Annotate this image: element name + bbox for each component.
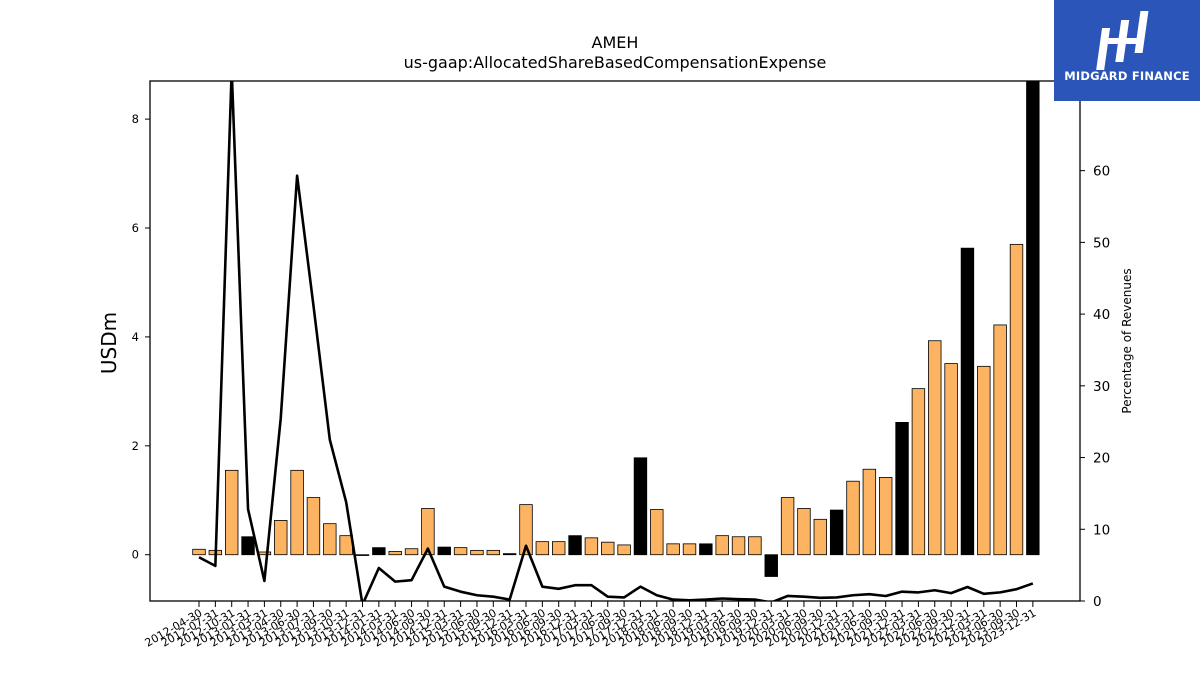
y2-tick-label: 50	[1093, 235, 1110, 251]
bar-2013-10-31	[339, 535, 353, 556]
bar-2014-12-31	[437, 546, 451, 556]
bar-2012-10-31	[224, 469, 239, 556]
bar-2023-09-30	[1009, 243, 1024, 556]
bar-2021-12-31	[895, 421, 909, 556]
bar-2015-12-31	[502, 553, 517, 556]
bar-2015-06-30	[470, 549, 484, 556]
bar-2016-12-31	[568, 535, 582, 556]
bar-2013-06-30	[290, 469, 304, 556]
bar-2021-06-30	[862, 468, 877, 556]
bar-2021-09-30	[879, 476, 893, 556]
bar-2016-06-30	[535, 541, 550, 556]
bar-2023-06-30	[993, 324, 1007, 556]
bar-2019-09-30	[748, 536, 762, 556]
bar-2014-06-30	[404, 548, 419, 556]
bar-2017-03-31	[584, 537, 599, 556]
bar-2016-09-30	[552, 541, 566, 556]
y-tick-label: 0	[132, 548, 139, 562]
y2-tick-label: 40	[1093, 307, 1110, 323]
logo-text: MIDGARD FINANCE	[1064, 69, 1190, 83]
bar-2013-01-31	[241, 536, 255, 556]
bar-2013-12-31	[355, 554, 370, 556]
bar-2022-09-30	[944, 363, 958, 556]
chart-subtitle: us-gaap:AllocatedShareBasedCompensationE…	[403, 53, 827, 72]
bar-2022-12-31	[960, 247, 975, 556]
bar-2018-09-30	[682, 543, 697, 556]
bar-2023-03-31	[977, 365, 991, 556]
bar-2018-06-30	[666, 543, 680, 556]
y-tick-label: 4	[132, 330, 139, 344]
y-tick-label: 6	[132, 221, 139, 235]
bar-2018-03-31	[650, 509, 664, 556]
bar-2014-09-30	[421, 508, 435, 556]
bar-2019-03-31	[715, 535, 729, 556]
bar-2019-12-31	[764, 554, 778, 577]
y-tick-label: 2	[132, 439, 139, 453]
logo-mark-icon	[1096, 11, 1149, 70]
y2-axis-label: Percentage of Revenues	[1120, 268, 1134, 413]
bar-2017-09-30	[617, 544, 631, 556]
bar-2017-12-31	[633, 457, 648, 556]
bar-2015-03-31	[453, 547, 468, 556]
brand-logo: MIDGARD FINANCE	[1054, 0, 1200, 101]
y2-tick-label: 0	[1093, 594, 1102, 610]
bar-2013-03-31	[257, 551, 272, 556]
bar-2013-07-31	[306, 497, 321, 556]
bar-2013-09-30	[323, 523, 337, 556]
bar-2013-04-30	[274, 520, 288, 556]
bar-2014-03-31	[388, 551, 402, 556]
bar-2019-06-30	[731, 536, 746, 556]
bar-2016-03-31	[519, 504, 533, 556]
percentage-line	[198, 81, 1034, 601]
bar-2012-04-30	[192, 548, 206, 556]
y-tick-label: 8	[132, 112, 139, 126]
y2-tick-label: 20	[1093, 451, 1110, 467]
bar-2018-12-31	[699, 543, 713, 556]
bar-2014-01-31	[372, 547, 386, 556]
chart-title: AMEH	[591, 33, 639, 52]
bar-2020-09-30	[813, 518, 828, 556]
bar-2017-06-30	[601, 541, 615, 556]
y-axis-label: USDm	[97, 312, 121, 374]
bar-2020-03-31	[780, 497, 795, 556]
y2-tick-label: 30	[1093, 379, 1110, 395]
bar-2023-12-31	[1026, 81, 1040, 556]
bar-2015-09-30	[486, 549, 501, 556]
bar-2022-03-31	[911, 388, 926, 556]
bar-2021-03-31	[846, 480, 860, 556]
y2-tick-label: 60	[1093, 164, 1110, 180]
y2-tick-label: 10	[1093, 522, 1110, 538]
plot-frame	[149, 80, 1081, 602]
bar-2022-06-30	[928, 340, 942, 556]
bar-2020-06-30	[797, 508, 811, 556]
bar-2020-12-31	[829, 509, 844, 556]
